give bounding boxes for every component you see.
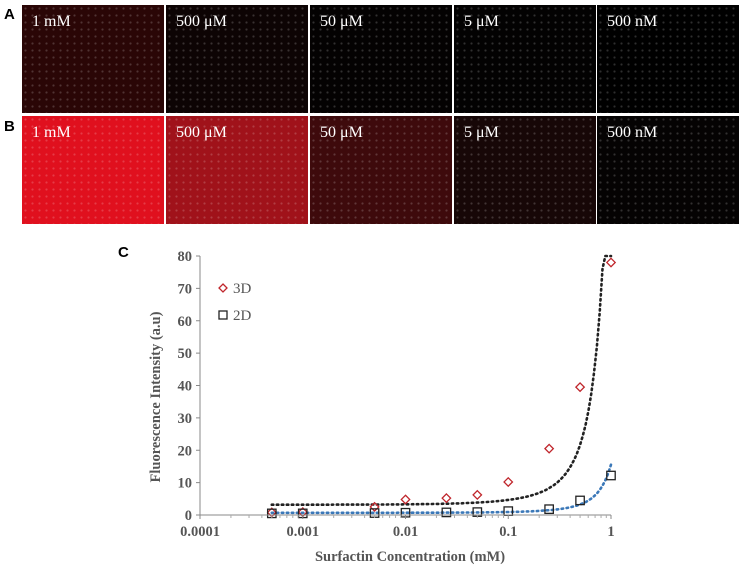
row-b-label: B (4, 118, 15, 135)
panel-a-500um: 500 μM (166, 5, 308, 113)
data-point-3d (574, 381, 586, 393)
y-tick-label: 60 (178, 314, 193, 330)
panel-b-5um: 5 μM (454, 116, 596, 224)
panel-a-1mm: 1 mM (22, 5, 164, 113)
panel-label: 500 nM (607, 124, 658, 141)
panel-a-50um: 50 μM (310, 5, 452, 113)
y-tick-label: 10 (178, 476, 193, 492)
panel-label: 50 μM (320, 13, 363, 30)
row-a-label: A (4, 6, 15, 23)
data-point-3d (441, 493, 452, 504)
panel-b-500um: 500 μM (166, 116, 308, 224)
y-tick-label: 0 (185, 508, 192, 524)
x-tick-label: 0.0001 (180, 524, 220, 540)
y-tick-label: 40 (178, 379, 193, 395)
panel-label: 1 mM (32, 124, 71, 141)
panel-label: 1 mM (32, 13, 71, 30)
data-point-3d (472, 489, 483, 501)
panel-a-5um: 5 μM (454, 5, 596, 113)
data-point-2d (544, 504, 554, 515)
panel-label: 500 nM (607, 13, 658, 30)
data-point-2d (575, 495, 585, 506)
panel-b-500nm: 500 nM (597, 116, 739, 224)
y-tick-label: 50 (178, 346, 193, 362)
y-tick-label: 20 (178, 443, 193, 459)
panel-label: 500 μM (176, 13, 227, 30)
trendline-3D (270, 254, 613, 506)
data-point-2d (441, 507, 452, 518)
data-point-3d (369, 501, 380, 513)
x-axis-title: Surfactin Concentration (mM) (315, 549, 505, 565)
x-tick-label: 0.001 (286, 524, 319, 540)
panel-label: 5 μM (464, 124, 499, 141)
panel-label: 50 μM (320, 124, 363, 141)
y-tick-label: 30 (178, 411, 193, 427)
x-tick-label: 1 (607, 524, 614, 540)
data-point-3d (544, 443, 555, 454)
legend-2d-marker (218, 310, 228, 320)
panel-b-1mm: 1 mM (22, 116, 164, 224)
y-tick-label: 70 (178, 281, 193, 297)
chart-panel-label: C (118, 244, 129, 261)
data-point-3d (503, 476, 514, 488)
panel-b-50um: 50 μM (310, 116, 452, 224)
data-point-3d (605, 257, 617, 268)
panel-label: 5 μM (464, 13, 499, 30)
trendline-2D (270, 463, 613, 515)
y-axis-title: Fluorescence Intensity (a.u) (148, 311, 164, 482)
legend-label-2D: 2D (233, 308, 252, 324)
legend-3d-marker (218, 283, 228, 293)
data-point-2d (606, 470, 616, 481)
x-tick-label: 0.1 (499, 524, 517, 540)
panel-a-500nm: 500 nM (597, 5, 739, 113)
y-tick-label: 80 (178, 249, 193, 265)
fluorescence-chart: 0 10 20 30 40 50 60 70 80 0.0001 0.001 0.01 0.1 1 3D 2… (148, 249, 617, 565)
legend-label-3D: 3D (233, 281, 252, 297)
data-point-3d (400, 494, 411, 505)
x-tick-label: 0.01 (393, 524, 418, 540)
panel-label: 500 μM (176, 124, 227, 141)
